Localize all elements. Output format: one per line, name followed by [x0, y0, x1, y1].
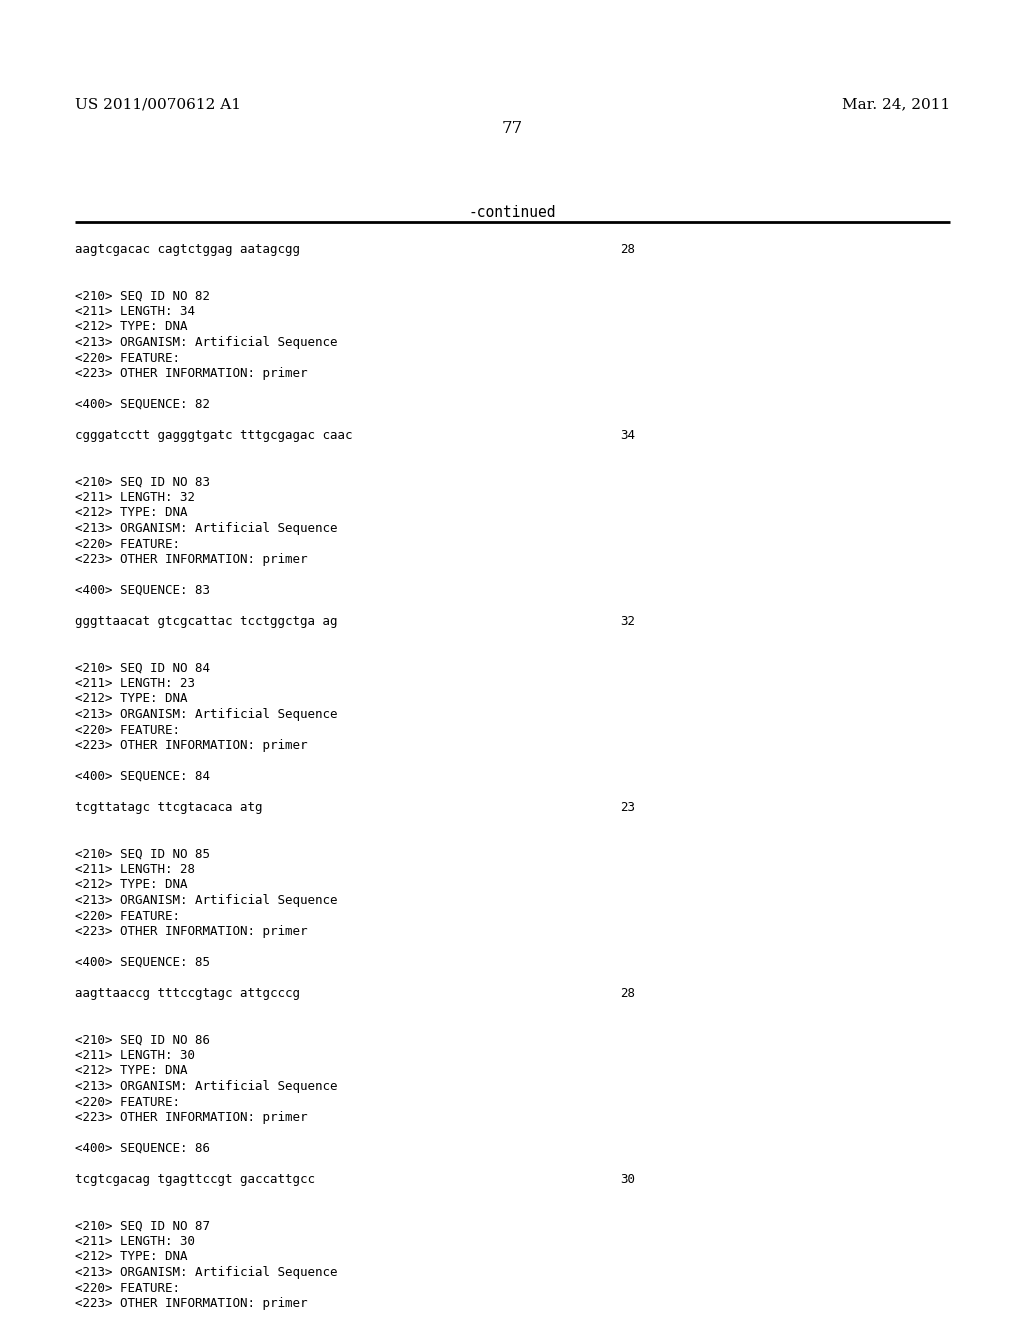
Text: US 2011/0070612 A1: US 2011/0070612 A1	[75, 96, 241, 111]
Text: gggttaacat gtcgcattac tcctggctga ag: gggttaacat gtcgcattac tcctggctga ag	[75, 615, 338, 628]
Text: 77: 77	[502, 120, 522, 137]
Text: <212> TYPE: DNA: <212> TYPE: DNA	[75, 1064, 187, 1077]
Text: <223> OTHER INFORMATION: primer: <223> OTHER INFORMATION: primer	[75, 1298, 307, 1309]
Text: <212> TYPE: DNA: <212> TYPE: DNA	[75, 507, 187, 520]
Text: <220> FEATURE:: <220> FEATURE:	[75, 1096, 180, 1109]
Text: cgggatcctt gagggtgatc tttgcgagac caac: cgggatcctt gagggtgatc tttgcgagac caac	[75, 429, 352, 442]
Text: 28: 28	[620, 243, 635, 256]
Text: <210> SEQ ID NO 86: <210> SEQ ID NO 86	[75, 1034, 210, 1047]
Text: <213> ORGANISM: Artificial Sequence: <213> ORGANISM: Artificial Sequence	[75, 521, 338, 535]
Text: <210> SEQ ID NO 82: <210> SEQ ID NO 82	[75, 289, 210, 302]
Text: tcgtcgacag tgagttccgt gaccattgcc: tcgtcgacag tgagttccgt gaccattgcc	[75, 1173, 315, 1185]
Text: <223> OTHER INFORMATION: primer: <223> OTHER INFORMATION: primer	[75, 739, 307, 752]
Text: 34: 34	[620, 429, 635, 442]
Text: <212> TYPE: DNA: <212> TYPE: DNA	[75, 321, 187, 334]
Text: <220> FEATURE:: <220> FEATURE:	[75, 1282, 180, 1295]
Text: <400> SEQUENCE: 84: <400> SEQUENCE: 84	[75, 770, 210, 783]
Text: <220> FEATURE:: <220> FEATURE:	[75, 351, 180, 364]
Text: 30: 30	[620, 1173, 635, 1185]
Text: <223> OTHER INFORMATION: primer: <223> OTHER INFORMATION: primer	[75, 553, 307, 566]
Text: Mar. 24, 2011: Mar. 24, 2011	[842, 96, 950, 111]
Text: <211> LENGTH: 32: <211> LENGTH: 32	[75, 491, 195, 504]
Text: aagtcgacac cagtctggag aatagcgg: aagtcgacac cagtctggag aatagcgg	[75, 243, 300, 256]
Text: <212> TYPE: DNA: <212> TYPE: DNA	[75, 879, 187, 891]
Text: <210> SEQ ID NO 83: <210> SEQ ID NO 83	[75, 475, 210, 488]
Text: <213> ORGANISM: Artificial Sequence: <213> ORGANISM: Artificial Sequence	[75, 1080, 338, 1093]
Text: <211> LENGTH: 30: <211> LENGTH: 30	[75, 1049, 195, 1063]
Text: <211> LENGTH: 28: <211> LENGTH: 28	[75, 863, 195, 876]
Text: 23: 23	[620, 801, 635, 814]
Text: <213> ORGANISM: Artificial Sequence: <213> ORGANISM: Artificial Sequence	[75, 1266, 338, 1279]
Text: <212> TYPE: DNA: <212> TYPE: DNA	[75, 1250, 187, 1263]
Text: <220> FEATURE:: <220> FEATURE:	[75, 537, 180, 550]
Text: <223> OTHER INFORMATION: primer: <223> OTHER INFORMATION: primer	[75, 925, 307, 939]
Text: <212> TYPE: DNA: <212> TYPE: DNA	[75, 693, 187, 705]
Text: <213> ORGANISM: Artificial Sequence: <213> ORGANISM: Artificial Sequence	[75, 337, 338, 348]
Text: <400> SEQUENCE: 83: <400> SEQUENCE: 83	[75, 583, 210, 597]
Text: aagttaaccg tttccgtagc attgcccg: aagttaaccg tttccgtagc attgcccg	[75, 987, 300, 1001]
Text: <210> SEQ ID NO 85: <210> SEQ ID NO 85	[75, 847, 210, 861]
Text: <223> OTHER INFORMATION: primer: <223> OTHER INFORMATION: primer	[75, 367, 307, 380]
Text: <400> SEQUENCE: 86: <400> SEQUENCE: 86	[75, 1142, 210, 1155]
Text: 28: 28	[620, 987, 635, 1001]
Text: <210> SEQ ID NO 84: <210> SEQ ID NO 84	[75, 661, 210, 675]
Text: <211> LENGTH: 23: <211> LENGTH: 23	[75, 677, 195, 690]
Text: tcgttatagc ttcgtacaca atg: tcgttatagc ttcgtacaca atg	[75, 801, 262, 814]
Text: <223> OTHER INFORMATION: primer: <223> OTHER INFORMATION: primer	[75, 1111, 307, 1125]
Text: <211> LENGTH: 34: <211> LENGTH: 34	[75, 305, 195, 318]
Text: <213> ORGANISM: Artificial Sequence: <213> ORGANISM: Artificial Sequence	[75, 894, 338, 907]
Text: <220> FEATURE:: <220> FEATURE:	[75, 909, 180, 923]
Text: <220> FEATURE:: <220> FEATURE:	[75, 723, 180, 737]
Text: 32: 32	[620, 615, 635, 628]
Text: <210> SEQ ID NO 87: <210> SEQ ID NO 87	[75, 1220, 210, 1233]
Text: <211> LENGTH: 30: <211> LENGTH: 30	[75, 1236, 195, 1247]
Text: <213> ORGANISM: Artificial Sequence: <213> ORGANISM: Artificial Sequence	[75, 708, 338, 721]
Text: <400> SEQUENCE: 85: <400> SEQUENCE: 85	[75, 956, 210, 969]
Text: -continued: -continued	[468, 205, 556, 220]
Text: <400> SEQUENCE: 82: <400> SEQUENCE: 82	[75, 399, 210, 411]
